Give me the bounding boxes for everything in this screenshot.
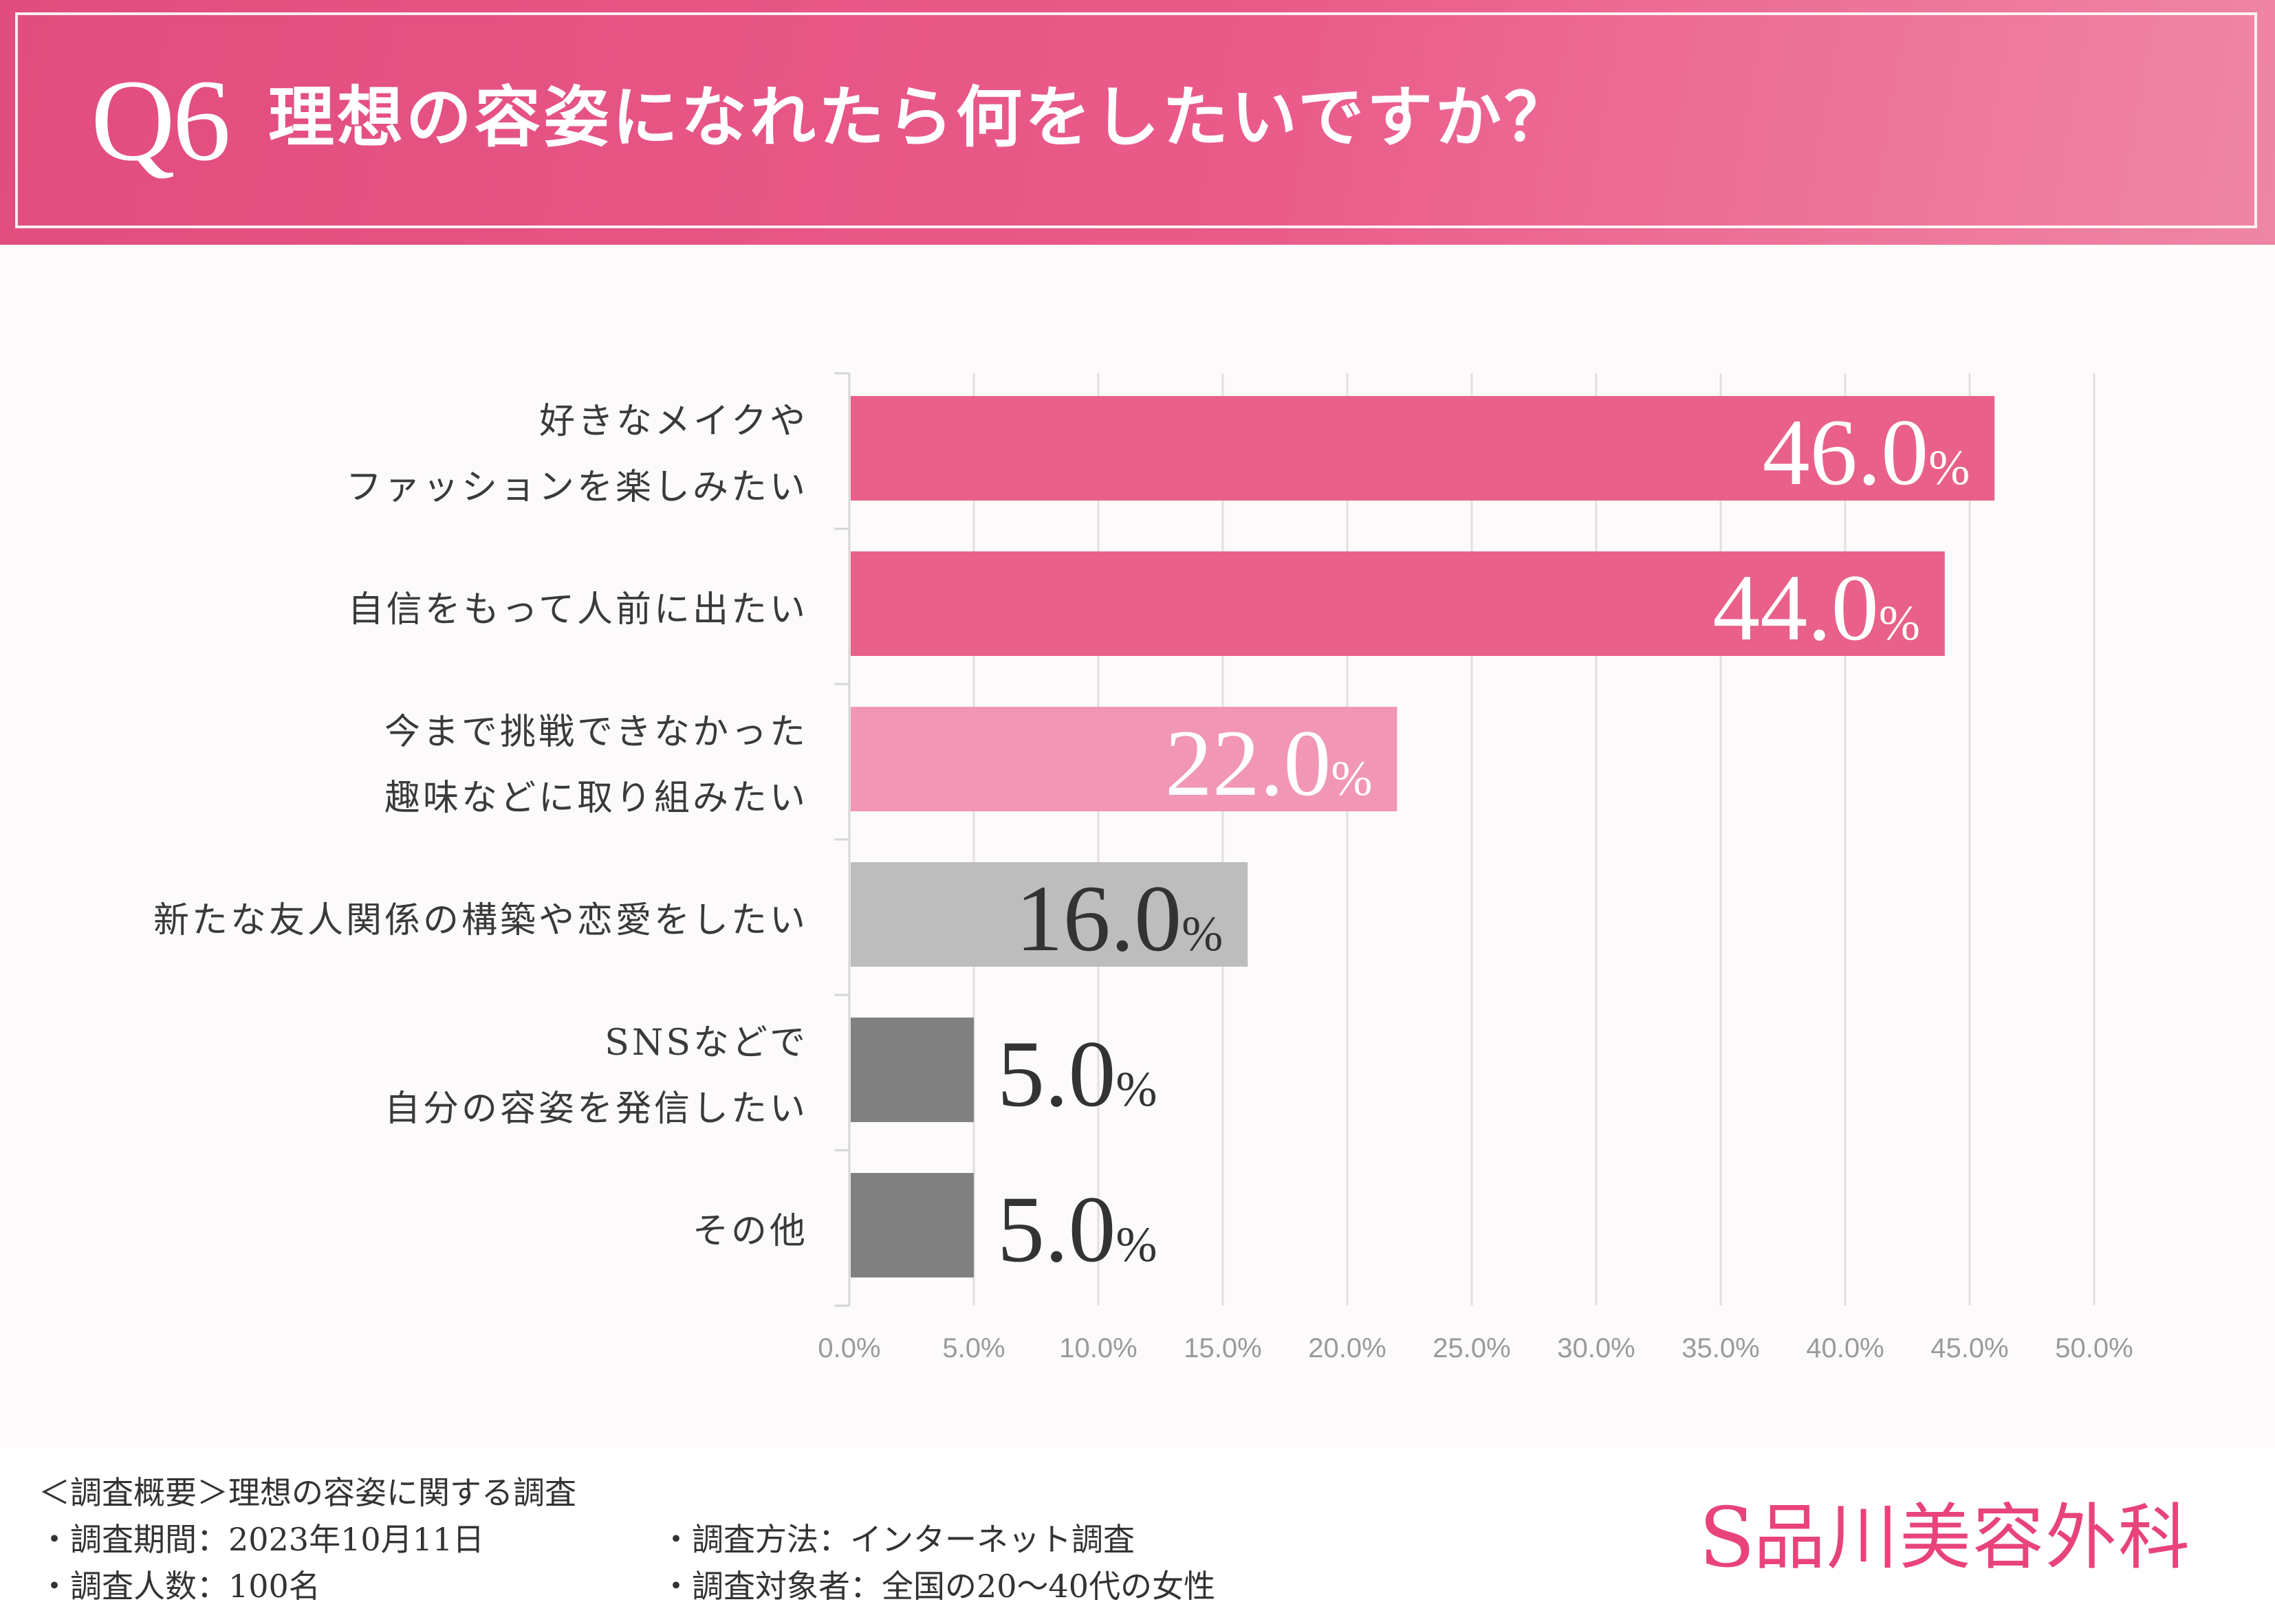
category-label: 新たな友人関係の構築や恋愛をしたい	[153, 900, 808, 941]
survey-respondents: ・調査人数：100名	[39, 1568, 320, 1605]
x-tick-label: 10.0%	[1059, 1333, 1137, 1363]
bar	[851, 862, 1248, 967]
survey-method: ・調査方法：インターネット調査	[660, 1521, 1135, 1558]
x-tick-label: 40.0%	[1806, 1333, 1884, 1363]
x-tick-label: 50.0%	[2055, 1333, 2133, 1363]
data-label: 44.0%	[1712, 555, 1919, 660]
clinic-logo: S 品川美容外科	[1699, 1492, 2249, 1581]
bar	[851, 707, 1397, 811]
bar	[851, 396, 1995, 501]
category-label: その他	[693, 1211, 808, 1252]
survey-target: ・調査対象者：全国の20〜40代の女性	[660, 1568, 1216, 1605]
x-tick-label: 0.0%	[818, 1333, 880, 1363]
survey-title: ＜調査概要＞理想の容姿に関する調査	[39, 1474, 576, 1511]
header-banner: Q6 理想の容姿になれたら何をしたいですか？	[0, 0, 2275, 245]
logo-mark-icon: S	[1699, 1491, 1756, 1586]
header-frame	[15, 12, 2257, 228]
category-label: SNSなどで	[605, 1022, 808, 1064]
data-label: 16.0%	[1016, 866, 1223, 971]
x-tick-label: 35.0%	[1681, 1333, 1759, 1363]
x-tick-label: 15.0%	[1184, 1333, 1261, 1363]
bar-chart: 0.0% 5.0% 10.0% 15.0% 20.0% 25.0% 30.0% 35.0% 40…	[153, 372, 2133, 1363]
data-label: 46.0%	[1763, 399, 1970, 505]
data-label: 5.0%	[997, 1021, 1157, 1126]
bar	[851, 1173, 974, 1277]
bar	[851, 551, 1945, 656]
data-label: 5.0%	[997, 1176, 1157, 1282]
x-tick-label: 30.0%	[1557, 1333, 1635, 1363]
question-number: Q6	[91, 56, 231, 185]
category-label: 自分の容姿を発信したい	[384, 1088, 808, 1130]
data-label: 22.0%	[1165, 710, 1372, 815]
x-tick-label: 45.0%	[1930, 1333, 2008, 1363]
bar	[851, 1018, 974, 1122]
logo-text: 品川美容外科	[1754, 1495, 2192, 1579]
x-tick-label: 20.0%	[1308, 1333, 1386, 1363]
question-title: 理想の容姿になれたら何をしたいですか？	[268, 78, 1574, 156]
category-label: 好きなメイクや	[539, 401, 808, 442]
x-tick-label: 25.0%	[1433, 1333, 1510, 1363]
category-label: 今まで挑戦できなかった	[384, 712, 808, 753]
category-label: 自信をもって人前に出たい	[348, 589, 808, 630]
category-label: ファッションを楽しみたい	[346, 467, 808, 508]
category-label: 趣味などに取り組みたい	[384, 778, 808, 819]
footer: ＜調査概要＞理想の容姿に関する調査 ・調査期間：2023年10月11日 ・調査人…	[0, 1448, 2275, 1624]
x-tick-label: 5.0%	[942, 1333, 1005, 1363]
survey-period: ・調査期間：2023年10月11日	[39, 1521, 485, 1558]
